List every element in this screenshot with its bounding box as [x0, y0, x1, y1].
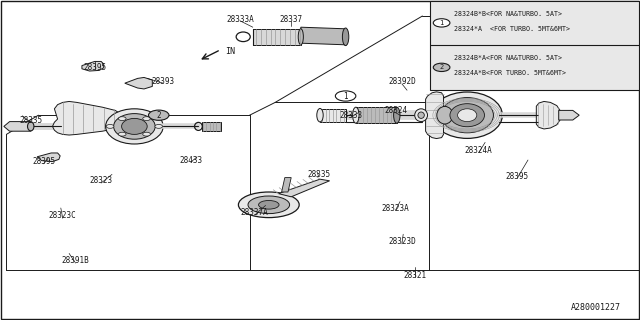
Ellipse shape [353, 107, 359, 123]
Ellipse shape [415, 109, 428, 122]
Polygon shape [253, 29, 301, 45]
Text: 28391B: 28391B [61, 256, 90, 265]
Text: 28335: 28335 [307, 170, 330, 179]
Ellipse shape [106, 109, 163, 144]
Ellipse shape [458, 109, 477, 122]
Polygon shape [52, 101, 125, 135]
Ellipse shape [441, 98, 493, 133]
Text: A280001227: A280001227 [571, 303, 621, 312]
Text: 28324: 28324 [384, 106, 407, 115]
Circle shape [143, 132, 150, 136]
Ellipse shape [259, 200, 279, 209]
Polygon shape [356, 107, 397, 123]
Ellipse shape [432, 92, 502, 139]
Ellipse shape [28, 122, 34, 131]
Bar [430, 1, 639, 90]
Text: 28337: 28337 [280, 15, 303, 24]
Polygon shape [282, 178, 291, 192]
Text: 1: 1 [440, 20, 444, 26]
Circle shape [433, 19, 450, 27]
Text: 28321: 28321 [403, 271, 426, 280]
Text: 28323: 28323 [90, 176, 113, 185]
Ellipse shape [450, 104, 484, 127]
Text: 28395: 28395 [32, 157, 55, 166]
Polygon shape [320, 109, 346, 122]
Text: 28324A: 28324A [465, 146, 493, 155]
Ellipse shape [114, 114, 156, 139]
Circle shape [155, 124, 163, 128]
Ellipse shape [436, 106, 453, 124]
Ellipse shape [248, 196, 290, 214]
Text: 28392D: 28392D [388, 77, 416, 86]
Ellipse shape [298, 29, 303, 45]
Ellipse shape [317, 108, 323, 122]
Text: 28324*A  <FOR TURBO. 5MT&6MT>: 28324*A <FOR TURBO. 5MT&6MT> [454, 26, 570, 32]
Text: 28323D: 28323D [388, 237, 416, 246]
Text: 28433: 28433 [179, 156, 202, 164]
Text: 28324B*B<FOR NA&TURBO. 5AT>: 28324B*B<FOR NA&TURBO. 5AT> [454, 11, 563, 17]
Polygon shape [559, 110, 579, 120]
Ellipse shape [122, 118, 147, 134]
Ellipse shape [394, 107, 400, 123]
Text: 28323C: 28323C [49, 212, 77, 220]
Circle shape [143, 117, 150, 121]
Ellipse shape [239, 192, 300, 218]
Text: 2: 2 [156, 111, 161, 120]
Text: 28324A*B<FOR TURBO. 5MT&6MT>: 28324A*B<FOR TURBO. 5MT&6MT> [454, 70, 566, 76]
Circle shape [118, 132, 126, 136]
Text: 28333: 28333 [339, 111, 362, 120]
Circle shape [335, 91, 356, 101]
Text: 28337A: 28337A [241, 208, 269, 217]
Text: 2: 2 [440, 64, 444, 70]
Polygon shape [426, 92, 444, 139]
Polygon shape [202, 122, 221, 131]
Polygon shape [536, 101, 560, 129]
Text: 28395: 28395 [83, 63, 106, 72]
Polygon shape [301, 27, 346, 45]
Text: 28323A: 28323A [381, 204, 410, 212]
Circle shape [433, 63, 450, 72]
Text: 28324B*A<FOR NA&TURBO. 5AT>: 28324B*A<FOR NA&TURBO. 5AT> [454, 55, 563, 61]
Ellipse shape [342, 28, 349, 46]
Polygon shape [4, 122, 31, 131]
Text: 1: 1 [343, 92, 348, 100]
Text: 28393: 28393 [152, 77, 175, 86]
Polygon shape [37, 153, 60, 162]
Text: IN: IN [225, 47, 236, 56]
Text: 28395: 28395 [506, 172, 529, 180]
Polygon shape [82, 61, 104, 71]
Circle shape [118, 117, 126, 121]
Ellipse shape [418, 112, 424, 118]
Text: 28333A: 28333A [226, 15, 254, 24]
Circle shape [148, 110, 169, 120]
Circle shape [106, 124, 114, 128]
Polygon shape [125, 77, 152, 89]
Text: 28335: 28335 [19, 116, 42, 124]
Polygon shape [278, 179, 330, 197]
